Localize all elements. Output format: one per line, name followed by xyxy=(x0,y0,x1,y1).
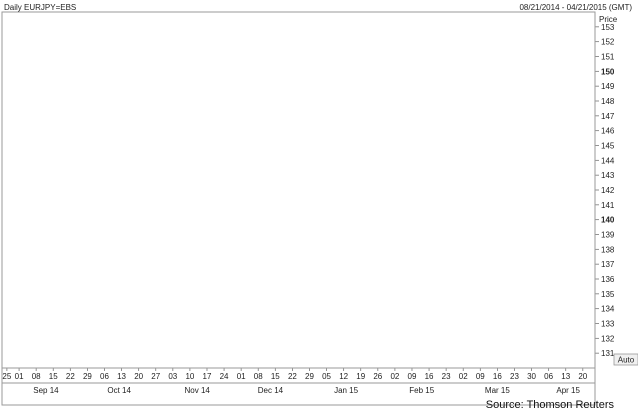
x-tick-label: 20 xyxy=(578,372,587,381)
y-tick-label: 141 xyxy=(601,201,615,210)
y-tick-label: 144 xyxy=(601,156,615,165)
month-label: Sep 14 xyxy=(33,386,59,395)
x-tick-label: 13 xyxy=(117,372,126,381)
x-tick-label: 02 xyxy=(459,372,468,381)
x-tick-label: 10 xyxy=(185,372,194,381)
auto-label: Auto xyxy=(618,356,635,365)
source-credit: Source: Thomson Reuters xyxy=(485,399,614,411)
y-tick-label: 132 xyxy=(601,334,615,343)
x-tick-label: 23 xyxy=(442,372,451,381)
x-tick-label: 09 xyxy=(476,372,485,381)
x-tick-label: 22 xyxy=(66,372,75,381)
y-tick-label: 146 xyxy=(601,127,615,136)
plot-area xyxy=(1,11,596,369)
x-tick-label: 16 xyxy=(425,372,434,381)
x-tick-label: 01 xyxy=(237,372,246,381)
y-tick-label: 142 xyxy=(601,186,615,195)
month-label: Jan 15 xyxy=(334,386,359,395)
instrument-title: Daily EURJPY=EBS xyxy=(4,3,77,12)
y-tick-label: 150 xyxy=(601,67,615,76)
price-axis-label: Price xyxy=(599,15,618,24)
x-tick-label: 15 xyxy=(271,372,280,381)
x-tick-label: 08 xyxy=(32,372,41,381)
x-tick-label: 20 xyxy=(134,372,143,381)
y-tick-label: 147 xyxy=(601,112,615,121)
x-tick-label: 05 xyxy=(322,372,331,381)
x-tick-label: 23 xyxy=(510,372,519,381)
x-tick-label: 27 xyxy=(151,372,160,381)
date-range: 08/21/2014 - 04/21/2015 (GMT) xyxy=(519,3,632,12)
y-tick-label: 151 xyxy=(601,53,615,62)
x-tick-label: 30 xyxy=(527,372,536,381)
x-tick-label: 01 xyxy=(15,372,24,381)
x-tick-label: 03 xyxy=(168,372,177,381)
x-tick-label: 26 xyxy=(373,372,382,381)
y-tick-label: 138 xyxy=(601,245,615,254)
auto-button xyxy=(613,353,638,366)
y-tick-label: 153 xyxy=(601,23,615,32)
x-tick-label: 19 xyxy=(356,372,365,381)
x-tick-label: 09 xyxy=(408,372,417,381)
month-label: Apr 15 xyxy=(556,386,580,395)
x-tick-label: 12 xyxy=(339,372,348,381)
y-tick-label: 148 xyxy=(601,97,615,106)
month-label: Dec 14 xyxy=(258,386,284,395)
x-tick-label: 25 xyxy=(2,372,11,381)
y-tick-label: 152 xyxy=(601,38,615,47)
x-tick-label: 13 xyxy=(561,372,570,381)
y-tick-label: 133 xyxy=(601,320,615,329)
y-tick-label: 134 xyxy=(601,305,615,314)
month-label: Oct 14 xyxy=(107,386,131,395)
y-tick-label: 137 xyxy=(601,260,615,269)
x-tick-label: 24 xyxy=(220,372,229,381)
x-tick-label: 15 xyxy=(49,372,58,381)
y-tick-label: 131 xyxy=(601,349,615,358)
y-tick-label: 143 xyxy=(601,171,615,180)
month-label: Nov 14 xyxy=(185,386,211,395)
x-tick-label: 29 xyxy=(83,372,92,381)
x-tick-label: 08 xyxy=(254,372,263,381)
y-tick-label: 140 xyxy=(601,216,615,225)
month-label: Mar 15 xyxy=(485,386,510,395)
month-label: Feb 15 xyxy=(409,386,434,395)
x-tick-label: 29 xyxy=(305,372,314,381)
y-tick-label: 145 xyxy=(601,142,615,151)
x-tick-label: 16 xyxy=(493,372,502,381)
y-tick-label: 149 xyxy=(601,82,615,91)
y-tick-label: 135 xyxy=(601,290,615,299)
y-tick-label: 136 xyxy=(601,275,615,284)
x-tick-label: 02 xyxy=(390,372,399,381)
x-tick-label: 22 xyxy=(288,372,297,381)
x-tick-label: 06 xyxy=(544,372,553,381)
x-axis-band xyxy=(1,367,596,406)
x-tick-label: 06 xyxy=(100,372,109,381)
y-tick-label: 139 xyxy=(601,231,615,240)
x-tick-label: 17 xyxy=(203,372,212,381)
